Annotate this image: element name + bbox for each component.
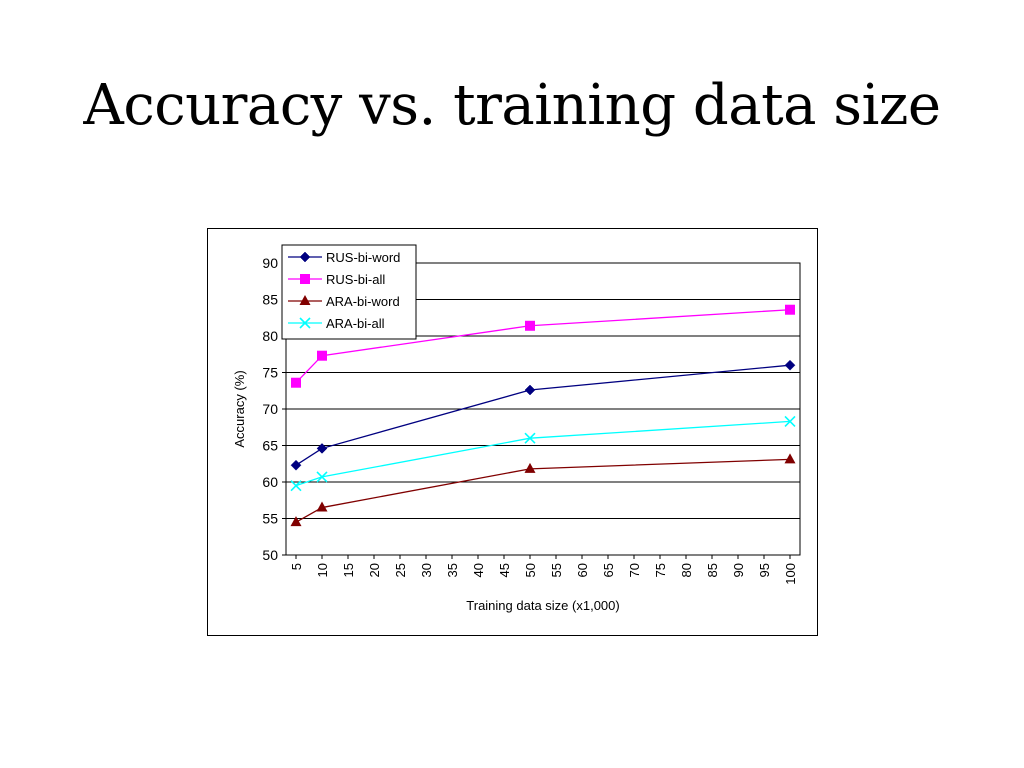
data-point [784,453,796,464]
series-line [295,364,791,466]
data-point [525,320,535,331]
data-point [317,350,327,361]
x-tick-label: 100 [783,563,798,585]
x-tick-label: 75 [653,563,668,577]
x-axis: 5 10 15 20 25 30 35 40 45 50 55 60 65 70 75 80 85 90 95 100 [289,555,798,585]
series-line [295,420,791,487]
series-line [295,309,791,384]
x-tick-label: 55 [549,563,564,577]
x-tick-label: 50 [523,563,538,577]
x-tick-label: 80 [679,563,694,577]
data-point [291,377,301,388]
data-point [524,432,536,444]
data-point [290,516,302,527]
legend-item: RUS-bi-all [288,272,385,287]
series-rus-bi-word [290,359,796,471]
data-point-stroke [524,432,536,444]
line-chart: 50 55 60 65 70 75 80 85 90 5 10 15 20 25 30 35 40 45 50 55… [232,244,801,613]
x-tick-label: 30 [419,563,434,577]
chart-frame: 50 55 60 65 70 75 80 85 90 5 10 15 20 25 30 35 40 45 50 55… [207,228,818,636]
data-point-stroke [316,471,328,483]
x-tick-label: 70 [627,563,642,577]
data-point-stroke [784,415,796,427]
legend-marker [299,251,311,263]
legend-label: ARA-bi-word [326,294,400,309]
legend-item: ARA-bi-word [288,294,400,309]
y-tick-label: 60 [262,474,278,490]
legend: RUS-bi-word RUS-bi-all ARA-bi-word ARA-bi-a… [281,244,417,340]
legend-label: RUS-bi-all [326,272,385,287]
y-axis: 50 55 60 65 70 75 80 85 90 [262,255,286,563]
data-point [290,480,302,492]
y-tick-label: 90 [262,255,278,271]
series-rus-bi-all [291,304,795,388]
series-layer [290,304,796,527]
y-tick-label: 80 [262,328,278,344]
y-tick-label: 55 [262,511,278,527]
x-tick-label: 5 [289,563,304,570]
y-tick-label: 75 [262,365,278,381]
x-tick-label: 60 [575,563,590,577]
x-axis-label: Training data size (x1,000) [466,598,619,613]
legend-marker [300,274,310,284]
slide-title: Accuracy vs. training data size [83,73,941,138]
x-tick-label: 95 [757,563,772,577]
data-point-stroke [299,317,311,329]
x-tick-label: 15 [341,563,356,577]
y-tick-label: 65 [262,438,278,454]
data-point [316,443,328,454]
x-tick-label: 40 [471,563,486,577]
y-tick-label: 85 [262,292,278,308]
series-ara-bi-all [290,415,796,492]
series-ara-bi-word [290,453,796,527]
legend-label: RUS-bi-word [326,250,400,265]
x-tick-label: 25 [393,563,408,577]
legend-marker [299,317,311,329]
y-tick-label: 50 [262,547,278,563]
data-point [524,384,536,396]
data-point [524,462,536,473]
x-tick-label: 35 [445,563,460,577]
data-point [290,459,302,471]
x-tick-label: 45 [497,563,512,577]
y-tick-label: 70 [262,401,278,417]
x-tick-label: 90 [731,563,746,577]
data-point [785,304,795,315]
x-tick-label: 85 [705,563,720,577]
legend-marker [299,295,311,305]
x-tick-label: 10 [315,563,330,577]
y-axis-label: Accuracy (%) [232,370,247,447]
data-point-stroke [290,480,302,492]
x-tick-label: 65 [601,563,616,577]
legend-item: ARA-bi-all [288,316,385,331]
series-line [295,458,791,523]
data-point [784,359,796,371]
legend-label: ARA-bi-all [326,316,385,331]
data-point [784,415,796,427]
data-point [316,501,328,512]
data-point [316,471,328,483]
x-tick-label: 20 [367,563,382,577]
legend-item: RUS-bi-word [288,250,400,265]
